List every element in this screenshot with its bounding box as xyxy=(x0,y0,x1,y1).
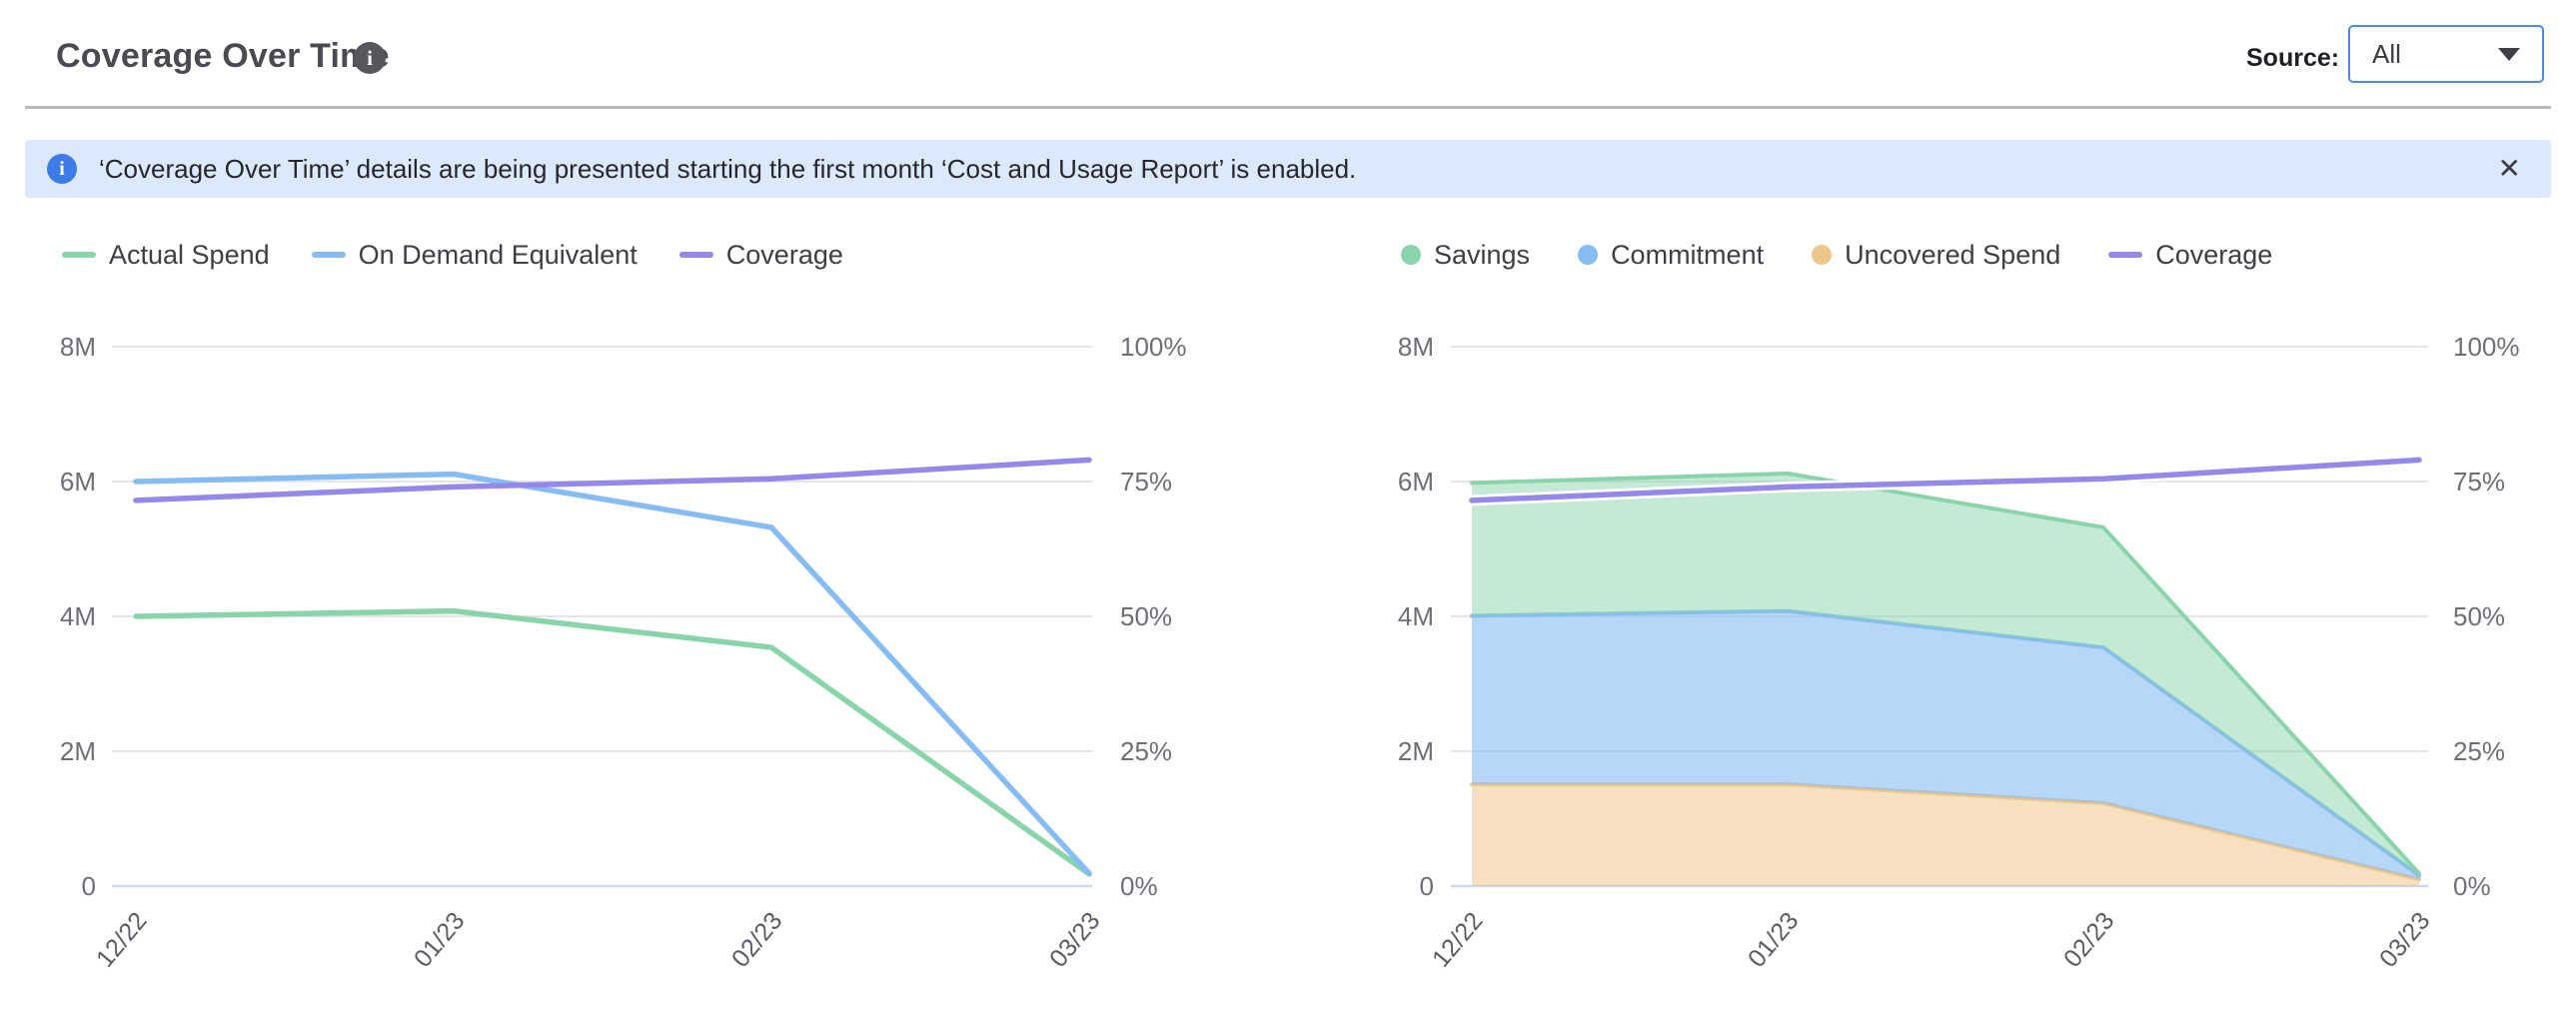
x-axis-tick: 01/23 xyxy=(409,907,471,973)
legend-label: Savings xyxy=(1434,239,1531,270)
banner-close-button[interactable]: ✕ xyxy=(2497,153,2521,184)
title-info-icon[interactable]: i xyxy=(354,42,386,74)
on-demand-equivalent-swatch-icon xyxy=(311,252,346,258)
x-axis-tick: 12/22 xyxy=(91,907,153,973)
y-axis-right-tick: 50% xyxy=(2453,601,2505,631)
line-coverage xyxy=(133,457,1092,504)
y-axis-right-tick: 75% xyxy=(1120,467,1172,497)
legend-item-uncovered-spend[interactable]: Uncovered Spend xyxy=(1812,240,2060,271)
y-axis-left-tick: 2M xyxy=(1398,736,1434,766)
y-axis-left-tick: 6M xyxy=(60,467,96,497)
coverage-line-chart: 8M 6M 4M 2M 0 100% 75% 50% 25% 0% 12/22 01/23 02/23 0… xyxy=(60,332,1187,973)
y-axis-right-tick: 75% xyxy=(2453,467,2505,497)
y-axis-left-tick: 6M xyxy=(1398,467,1434,497)
x-axis-tick: 02/23 xyxy=(726,907,788,973)
legend-item-on-demand-equivalent[interactable]: On Demand Equivalent xyxy=(311,239,638,271)
actual-spend-swatch-icon xyxy=(62,252,96,258)
y-axis-right-tick: 25% xyxy=(2453,736,2505,766)
x-axis-tick: 03/23 xyxy=(1044,907,1106,973)
legend-item-commitment[interactable]: Commitment xyxy=(1578,240,1764,271)
y-axis-left-tick: 8M xyxy=(60,332,96,362)
info-banner: i ‘Coverage Over Time’ details are being… xyxy=(25,140,2551,198)
legend-label: Commitment xyxy=(1611,239,1765,270)
page-title: Coverage Over Time xyxy=(56,37,390,75)
area-edge-savings xyxy=(1470,471,2421,876)
line-coverage xyxy=(1469,457,2422,504)
legend-item-savings[interactable]: Savings xyxy=(1401,240,1530,271)
x-axis-tick: 01/23 xyxy=(1743,907,1805,973)
area-chart-legend: Savings Commitment Uncovered Spend Coverage xyxy=(1401,238,2272,272)
coverage-swatch-icon xyxy=(678,252,713,258)
source-dropdown[interactable]: All xyxy=(2348,25,2544,83)
legend-label: On Demand Equivalent xyxy=(358,239,638,270)
x-axis-tick: 03/23 xyxy=(2374,907,2436,973)
info-glyph: i xyxy=(367,45,373,70)
y-axis-left-tick: 8M xyxy=(1398,332,1434,362)
coverage-stacked-area-chart: 8M 6M 4M 2M 0 100% 75% 50% 25% 0% 12/22 01/23 02/23 0… xyxy=(1398,332,2520,973)
y-axis-left-tick: 4M xyxy=(1398,601,1434,631)
area-savings xyxy=(1472,473,2419,876)
line-chart-legend: Actual Spend On Demand Equivalent Coverage xyxy=(62,238,843,272)
y-axis-right-tick: 50% xyxy=(1120,601,1172,631)
uncovered-spend-swatch-icon xyxy=(1812,245,1833,265)
y-axis-right-tick: 100% xyxy=(2453,332,2520,362)
source-label: Source: xyxy=(2246,44,2340,72)
y-axis-right-tick: 0% xyxy=(2453,871,2491,901)
legend-label: Coverage xyxy=(725,239,843,270)
line-on-demand-equivalent xyxy=(133,471,1092,876)
savings-swatch-icon xyxy=(1401,245,1421,265)
y-axis-left-tick: 0 xyxy=(82,871,96,901)
legend-item-coverage[interactable]: Coverage xyxy=(678,239,843,271)
y-axis-right-tick: 0% xyxy=(1120,871,1158,901)
header-divider xyxy=(25,106,2551,109)
y-axis-left-tick: 0 xyxy=(1420,871,1434,901)
source-dropdown-value: All xyxy=(2372,38,2401,69)
legend-item-actual-spend[interactable]: Actual Spend xyxy=(62,240,270,271)
banner-text: ‘Coverage Over Time’ details are being p… xyxy=(99,153,1357,184)
legend-item-coverage[interactable]: Coverage xyxy=(2108,240,2272,271)
x-axis-tick: 12/22 xyxy=(1427,907,1489,973)
info-glyph: i xyxy=(59,157,65,180)
legend-label: Actual Spend xyxy=(109,239,270,270)
area-uncovered-spend xyxy=(1472,784,2419,886)
commitment-swatch-icon xyxy=(1578,245,1599,265)
y-axis-left-tick: 4M xyxy=(60,601,96,631)
x-axis-tick: 02/23 xyxy=(2058,907,2120,973)
y-axis-right-tick: 100% xyxy=(1120,332,1187,362)
banner-info-icon: i xyxy=(47,154,77,184)
legend-label: Uncovered Spend xyxy=(1845,239,2061,270)
coverage-swatch-icon xyxy=(2108,252,2143,258)
y-axis-right-tick: 25% xyxy=(1120,736,1172,766)
legend-label: Coverage xyxy=(2155,239,2273,270)
line-actual-spend xyxy=(133,607,1092,877)
area-commitment xyxy=(1472,610,2419,880)
chevron-down-icon xyxy=(2498,47,2520,61)
y-axis-left-tick: 2M xyxy=(60,736,96,766)
